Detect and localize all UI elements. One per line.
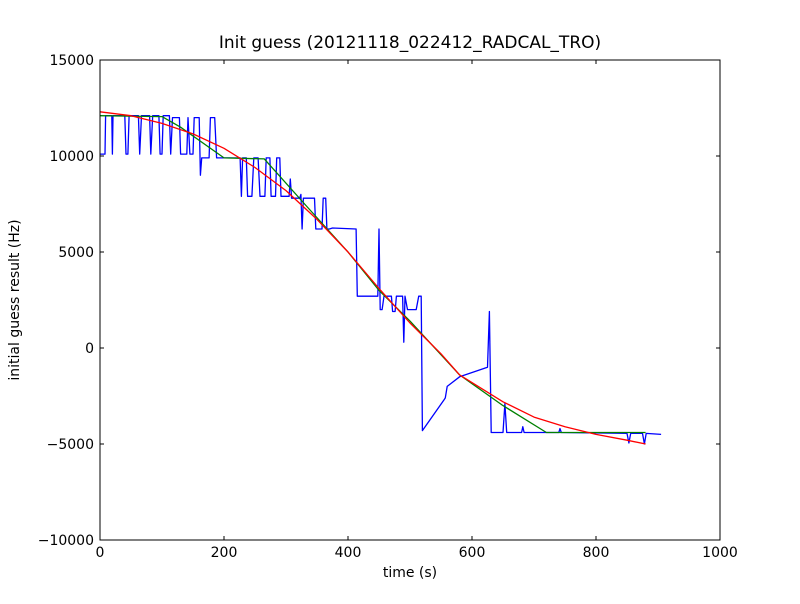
- series-line-measured: [100, 115, 662, 445]
- x-tick-label: 200: [211, 545, 238, 561]
- y-tick-label: −10000: [38, 533, 94, 549]
- x-tick-label: 800: [583, 545, 610, 561]
- y-tick-label: 10000: [49, 149, 94, 165]
- series-line-polynomial-fit: [99, 111, 646, 445]
- y-axis-label: initial guess result (Hz): [7, 219, 23, 380]
- series-layer: [99, 111, 662, 445]
- x-tick-label: 0: [96, 545, 105, 561]
- x-axis-label: time (s): [383, 565, 437, 581]
- y-tick-label: 15000: [49, 53, 94, 69]
- x-tick-label: 400: [335, 545, 362, 561]
- y-tick-label: −5000: [47, 437, 94, 453]
- x-tick-label: 1000: [702, 545, 738, 561]
- y-tick-label: 5000: [58, 245, 94, 261]
- plot-frame: [99, 59, 721, 541]
- x-tick-label: 600: [459, 545, 486, 561]
- chart-title: Init guess (20121118_022412_RADCAL_TRO): [219, 33, 601, 53]
- y-tick-label: 0: [85, 341, 94, 357]
- ticks-layer: 0 200 400 600 800 1000 −10000 −5000 0 5000 10000 15…: [38, 53, 738, 561]
